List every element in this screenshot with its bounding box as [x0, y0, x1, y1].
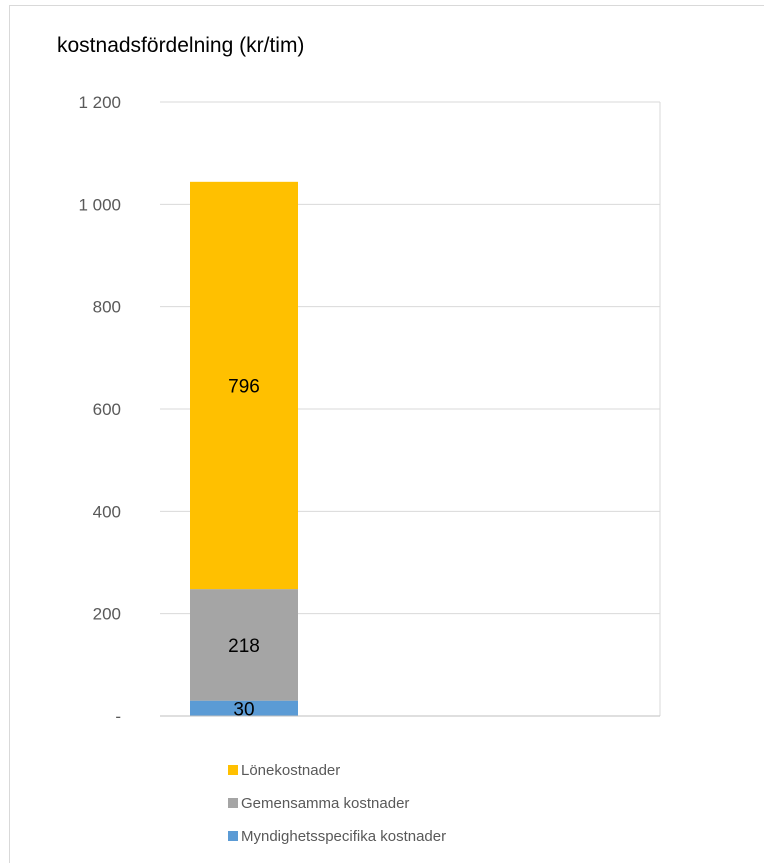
y-tick-label: 200	[93, 605, 121, 624]
bar-segments	[190, 181, 298, 716]
y-axis-tick-labels: - 200 400 600 800 1 000 1 200	[78, 93, 121, 726]
bar-segment-1	[190, 700, 298, 716]
y-tick-label: 600	[93, 400, 121, 419]
legend-label: Gemensamma kostnader	[241, 795, 409, 812]
y-tick-label: -	[115, 707, 121, 726]
y-tick-label: 800	[93, 298, 121, 317]
y-tick-label: 400	[93, 502, 121, 521]
gridlines	[160, 101, 661, 716]
legend-swatch	[228, 798, 238, 808]
chart-title: kostnadsfördelning (kr/tim)	[57, 34, 304, 57]
legend-label: Lönekostnader	[241, 762, 340, 779]
data-label: 218	[228, 636, 260, 657]
bar-segment-3	[190, 181, 298, 590]
data-labels: 30 218 796	[228, 376, 260, 720]
legend-swatch	[228, 765, 238, 775]
bar-segment-2	[190, 589, 298, 701]
legend-swatch	[228, 831, 238, 841]
legend-label: Myndighetsspecifika kostnader	[241, 828, 446, 845]
y-tick-label: 1 000	[78, 195, 121, 214]
data-label: 30	[233, 699, 254, 720]
chart-frame	[9, 5, 764, 863]
legend: Lönekostnader Gemensamma kostnader Myndigh…	[228, 762, 446, 845]
y-tick-label: 1 200	[78, 93, 121, 112]
data-label: 796	[228, 376, 260, 397]
